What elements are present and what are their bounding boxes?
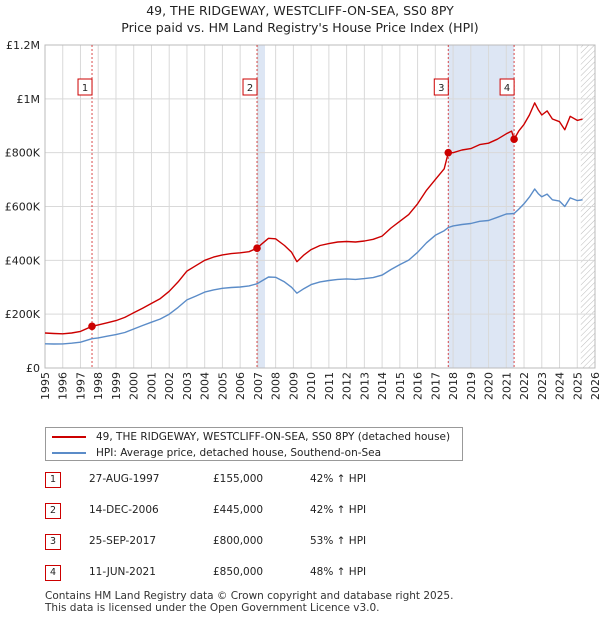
legend-label-hpi: HPI: Average price, detached house, Sout… (96, 447, 382, 459)
x-tick-label: 1995 (39, 372, 52, 400)
sale-number: 4 (45, 565, 61, 581)
sale-row-4: 4 11-JUN-2021 £850,000 48% ↑ HPI (45, 565, 465, 581)
sale-label-number: 3 (438, 83, 444, 94)
footer-line-2: This data is licensed under the Open Gov… (45, 602, 380, 614)
sale-point (510, 135, 518, 144)
sale-point (253, 244, 261, 253)
sale-date: 25-SEP-2017 (89, 535, 157, 547)
x-tick-label: 2024 (554, 372, 567, 400)
x-tick-label: 1998 (92, 372, 105, 400)
sale-price: £800,000 (213, 535, 264, 547)
title-line-2: Price paid vs. HM Land Registry's House … (121, 20, 479, 35)
legend-item-hpi: HPI: Average price, detached house, Sout… (46, 445, 381, 461)
x-tick-label: 2005 (216, 372, 229, 400)
x-tick-label: 2009 (287, 372, 300, 400)
x-tick-label: 2026 (589, 372, 600, 400)
price-chart: £0 £200K £400K £600K £800K £1M £1.2M 1995 1996 19… (5, 39, 600, 400)
sale-price: £850,000 (213, 566, 264, 578)
legend-swatch-hpi (52, 452, 86, 454)
x-tick-label: 2025 (571, 372, 584, 400)
sale-row-3: 3 25-SEP-2017 £800,000 53% ↑ HPI (45, 534, 465, 550)
sale-number: 1 (45, 472, 61, 488)
x-tick-label: 2014 (376, 372, 389, 400)
sale-point (88, 322, 96, 331)
sale-date: 27-AUG-1997 (89, 473, 160, 485)
y-tick-label: £1M (17, 93, 41, 106)
x-tick-label: 2022 (518, 372, 531, 400)
x-tick-label: 2018 (447, 372, 460, 400)
y-tick-label: £400K (5, 254, 41, 267)
y-tick-label: £600K (5, 201, 41, 214)
x-tick-label: 2013 (358, 372, 371, 400)
legend: 49, THE RIDGEWAY, WESTCLIFF-ON-SEA, SS0 … (45, 427, 463, 461)
sale-label-box (499, 78, 515, 96)
legend-swatch-property (52, 436, 86, 438)
x-tick-label: 2016 (412, 372, 425, 400)
legend-item-property: 49, THE RIDGEWAY, WESTCLIFF-ON-SEA, SS0 … (46, 429, 450, 445)
x-tick-label: 2012 (341, 372, 354, 400)
x-tick-label: 2015 (394, 372, 407, 400)
sale-number: 2 (45, 503, 61, 519)
chart-title: 49, THE RIDGEWAY, WESTCLIFF-ON-SEA, SS0 … (0, 2, 600, 36)
x-tick-label: 2002 (163, 372, 176, 400)
sale-point (444, 148, 453, 157)
sale-label-box (77, 78, 93, 96)
sale-number: 3 (45, 534, 61, 550)
sale-price: £155,000 (213, 473, 264, 485)
x-tick-label: 2004 (199, 372, 212, 400)
x-tick-label: 2019 (465, 372, 478, 400)
plot-border (44, 44, 596, 369)
sale-hpi-change: 42% ↑ HPI (310, 473, 367, 485)
x-tick-label: 1997 (74, 372, 87, 400)
y-tick-label: £0 (26, 362, 40, 375)
sale-row-1: 1 27-AUG-1997 £155,000 42% ↑ HPI (45, 472, 465, 488)
sale-date: 14-DEC-2006 (89, 504, 159, 516)
sale-row-2: 2 14-DEC-2006 £445,000 42% ↑ HPI (45, 503, 465, 519)
x-tick-label: 2023 (536, 372, 549, 400)
x-tick-label: 2007 (252, 372, 265, 400)
hpi-line (44, 188, 583, 345)
footer-line-1: Contains HM Land Registry data © Crown c… (45, 590, 454, 602)
sale-label-number: 1 (82, 83, 88, 94)
x-tick-label: 2017 (429, 372, 442, 400)
sale-price: £445,000 (213, 504, 264, 516)
x-tick-label: 2008 (270, 372, 283, 400)
x-tick-label: 2000 (128, 372, 141, 400)
legend-label-property: 49, THE RIDGEWAY, WESTCLIFF-ON-SEA, SS0 … (96, 431, 451, 443)
sale-hpi-change: 48% ↑ HPI (310, 566, 367, 578)
x-tick-label: 2011 (323, 372, 336, 400)
x-tick-label: 1999 (110, 372, 123, 400)
sale-label-box (242, 78, 258, 96)
x-tick-label: 2001 (145, 372, 158, 400)
x-tick-label: 2003 (181, 372, 194, 400)
property-price-line (44, 102, 583, 335)
x-tick-label: 2010 (305, 372, 318, 400)
x-tick-label: 2021 (500, 372, 513, 400)
title-line-1: 49, THE RIDGEWAY, WESTCLIFF-ON-SEA, SS0 … (146, 3, 454, 18)
sale-label-number: 2 (247, 83, 253, 94)
x-tick-label: 2006 (234, 372, 247, 400)
y-tick-label: £800K (5, 147, 41, 160)
x-tick-label: 1996 (57, 372, 70, 400)
sale-hpi-change: 42% ↑ HPI (310, 504, 367, 516)
y-tick-label: £1.2M (6, 39, 40, 52)
footer-attribution: Contains HM Land Registry data © Crown c… (45, 590, 453, 614)
sale-label-number: 4 (504, 83, 510, 94)
y-tick-label: £200K (5, 308, 41, 321)
sale-hpi-change: 53% ↑ HPI (310, 535, 367, 547)
sale-date: 11-JUN-2021 (89, 566, 156, 578)
sale-label-box (433, 78, 449, 96)
x-tick-label: 2020 (483, 372, 496, 400)
